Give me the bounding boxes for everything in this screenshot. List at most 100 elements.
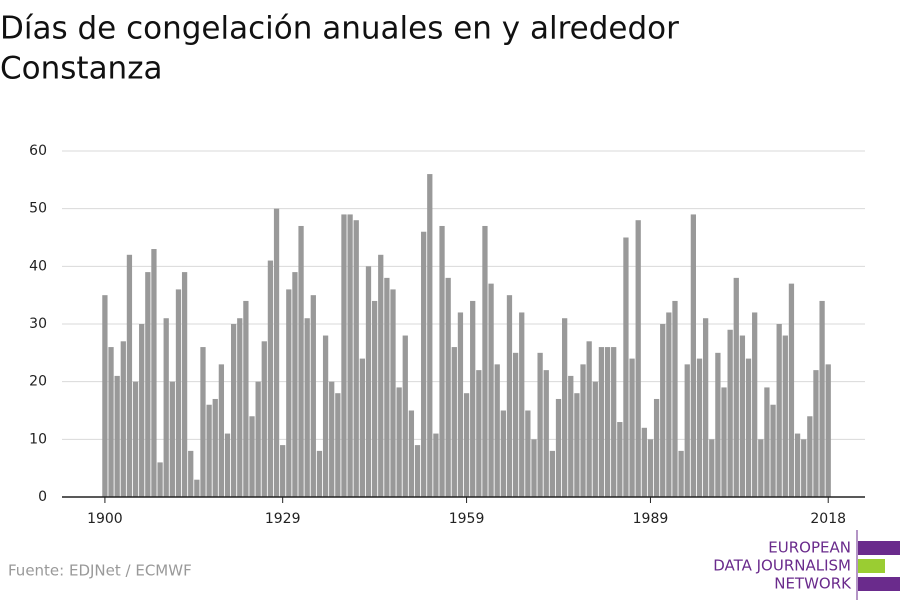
bar	[427, 174, 433, 498]
x-tick-label: 1959	[449, 511, 485, 527]
bar	[384, 277, 390, 497]
bar	[506, 295, 513, 497]
bar	[402, 335, 408, 497]
bar	[629, 358, 635, 497]
bar	[727, 329, 733, 497]
bar	[414, 445, 421, 497]
bar	[292, 272, 298, 497]
bar	[224, 433, 231, 497]
bar	[647, 439, 654, 497]
bar	[745, 358, 752, 497]
bar	[702, 318, 709, 497]
logo-bar	[858, 559, 885, 573]
logo-bar	[858, 541, 900, 555]
bar	[739, 335, 746, 497]
bar	[341, 214, 347, 497]
bar	[623, 237, 629, 497]
bar	[604, 347, 611, 497]
bar	[690, 214, 697, 497]
bar	[770, 404, 776, 497]
bar	[764, 387, 770, 497]
x-tick-label: 1989	[633, 511, 669, 527]
bar	[776, 324, 782, 497]
bar	[476, 370, 482, 497]
bar	[617, 422, 623, 497]
bar	[169, 381, 175, 497]
bar	[678, 450, 684, 497]
bar	[672, 300, 678, 497]
bar	[794, 433, 801, 497]
bar	[359, 358, 365, 497]
bar	[280, 445, 286, 497]
bar	[145, 272, 151, 497]
bar	[819, 300, 825, 497]
source: Fuente: EDJNet / ECMWF	[8, 562, 192, 580]
bar	[641, 427, 647, 497]
bar	[298, 225, 304, 497]
bar	[347, 214, 353, 497]
bar	[218, 364, 225, 497]
logo-text: EUROPEAN	[768, 539, 851, 557]
bar	[598, 347, 605, 497]
bar	[482, 225, 488, 497]
bar	[353, 220, 359, 497]
bar	[653, 398, 660, 497]
bar	[580, 364, 586, 497]
bar	[463, 393, 470, 497]
bar	[586, 341, 592, 497]
bar	[494, 364, 500, 497]
bar	[175, 289, 182, 497]
bar	[537, 352, 543, 497]
bar	[684, 364, 690, 497]
bar	[758, 439, 764, 497]
x-tick-label: 2018	[810, 511, 846, 527]
bar	[752, 312, 758, 497]
bar	[721, 387, 727, 497]
bar	[188, 450, 194, 497]
logo-text: NETWORK	[774, 575, 852, 593]
bar	[525, 410, 531, 497]
y-tick-label: 50	[29, 201, 47, 217]
bar	[801, 439, 807, 497]
bar	[439, 225, 445, 497]
bar	[151, 249, 157, 497]
bar	[102, 295, 108, 497]
bar	[249, 416, 255, 497]
bar	[230, 324, 237, 497]
bar	[316, 450, 323, 497]
bar	[126, 254, 133, 497]
bar	[500, 410, 506, 497]
bar	[635, 220, 641, 497]
bar	[574, 393, 580, 497]
bar	[519, 312, 525, 497]
bar	[132, 381, 139, 497]
bar	[200, 347, 206, 497]
chart-title: Constanza	[0, 51, 162, 87]
x-tick-label: 1900	[87, 511, 123, 527]
bar	[273, 208, 280, 497]
bar	[390, 289, 396, 497]
bar	[592, 381, 598, 497]
y-tick-label: 60	[29, 143, 47, 159]
bar	[255, 381, 261, 497]
bar	[696, 358, 703, 497]
bar	[782, 335, 788, 497]
bar	[421, 231, 427, 497]
bar	[512, 352, 519, 497]
y-tick-label: 10	[29, 431, 47, 447]
bar	[206, 404, 212, 497]
y-tick-label: 0	[38, 489, 47, 505]
bar	[562, 318, 568, 497]
bar	[267, 260, 274, 497]
bar	[555, 398, 562, 497]
bar	[329, 381, 335, 497]
bar	[733, 277, 739, 497]
bar	[543, 370, 549, 497]
bar	[304, 318, 310, 497]
bar	[261, 341, 267, 497]
bar	[709, 439, 715, 497]
bar	[611, 347, 617, 497]
bar	[194, 479, 200, 497]
bar	[433, 433, 439, 497]
